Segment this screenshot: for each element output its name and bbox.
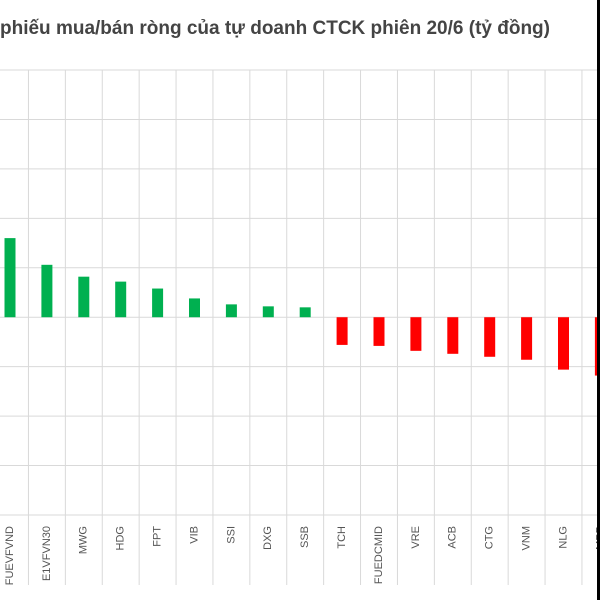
x-tick-label: FPT	[152, 526, 164, 547]
x-tick-label: SSB	[299, 526, 311, 548]
bar-ctg	[484, 317, 496, 357]
x-tick-label: SSI	[225, 526, 237, 544]
x-tick-label: NLG	[557, 526, 569, 549]
x-tick-label: DXG	[262, 526, 274, 550]
x-tick-label: VNM	[521, 526, 533, 550]
bar-vib	[189, 298, 200, 318]
bar-hdg	[115, 281, 127, 318]
bar-ssb	[299, 307, 311, 318]
x-tick-label: VIB	[188, 526, 200, 544]
x-tick-label: FUEDCMID	[373, 526, 385, 584]
bar-tch	[336, 317, 348, 345]
bar-nlg	[558, 317, 569, 370]
bar-dxg	[262, 306, 274, 318]
bar-vnm	[521, 317, 533, 360]
window-edge	[597, 0, 600, 600]
bar-acb	[447, 317, 459, 354]
x-tick-label: CTG	[484, 526, 496, 549]
bar-vre	[410, 317, 422, 351]
bar-fuedcmid	[373, 317, 385, 346]
bar-mwg	[78, 276, 90, 318]
bar-e1vfvn30	[41, 264, 53, 318]
x-tick-label: VRE	[410, 526, 422, 549]
bar-ssi	[225, 304, 237, 318]
bar-fpt	[152, 288, 164, 318]
x-tick-label: HDG	[115, 526, 127, 550]
bar-fuevfvnd	[4, 238, 16, 318]
chart-title: phiếu mua/bán ròng của tự doanh CTCK phi…	[0, 18, 550, 39]
x-tick-label: TCH	[336, 526, 348, 549]
x-tick-label: ACB	[447, 526, 459, 549]
x-tick-label: FUEVFVND	[4, 526, 16, 585]
x-tick-label: MWG	[78, 526, 90, 554]
x-tick-label: E1VFVN30	[41, 526, 53, 581]
